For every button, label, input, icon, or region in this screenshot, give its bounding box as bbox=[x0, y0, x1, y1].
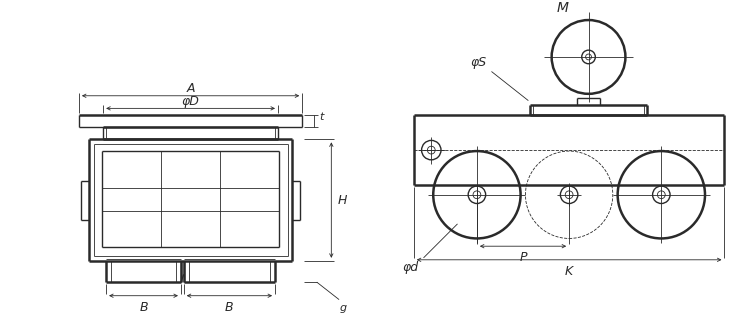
Text: B: B bbox=[140, 300, 148, 314]
Text: t: t bbox=[320, 112, 324, 122]
Text: B: B bbox=[225, 300, 234, 314]
Text: H: H bbox=[338, 194, 347, 207]
Text: g: g bbox=[340, 303, 347, 314]
Text: φS: φS bbox=[470, 56, 487, 69]
Text: φD: φD bbox=[182, 95, 200, 108]
Text: φd: φd bbox=[403, 261, 418, 274]
Text: A: A bbox=[186, 83, 195, 95]
Text: P: P bbox=[519, 251, 526, 264]
Text: M: M bbox=[556, 1, 568, 15]
Text: K: K bbox=[565, 265, 573, 278]
